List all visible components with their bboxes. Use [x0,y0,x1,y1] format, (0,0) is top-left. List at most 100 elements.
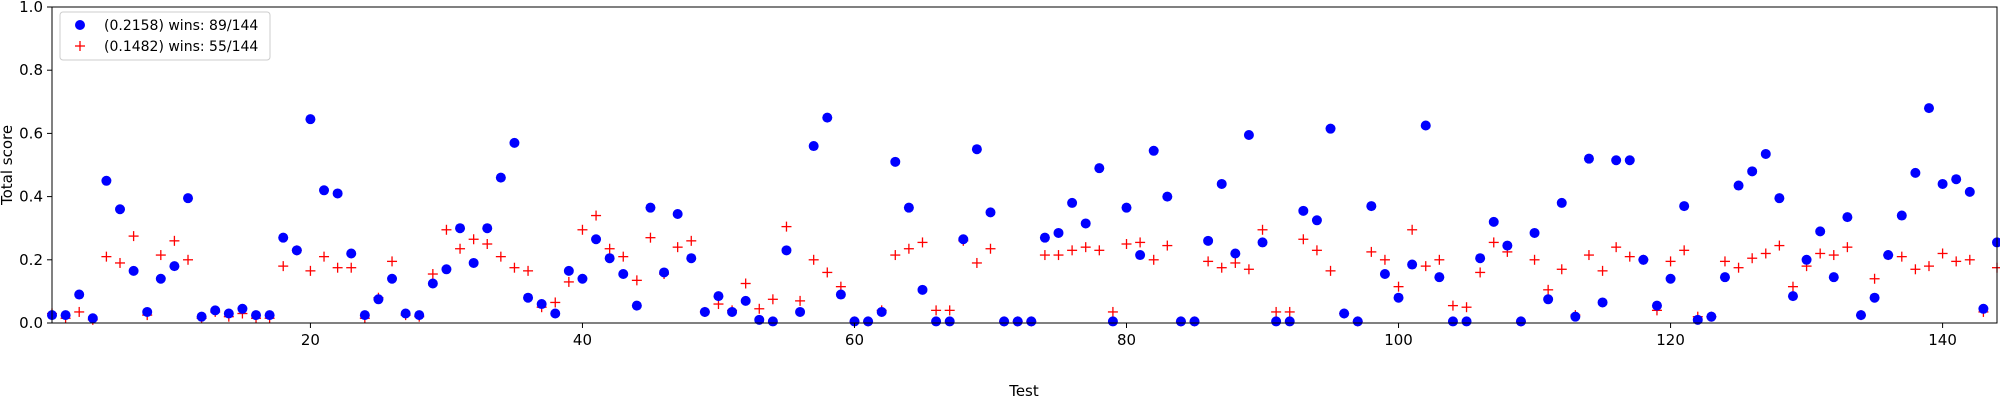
series-1-point [917,284,928,295]
series-1-point [1502,240,1513,251]
series-1-point [291,245,302,256]
series-2-point [781,221,792,232]
series-1-point [1937,178,1948,189]
series-1-point [264,310,275,321]
series-1-point [1597,297,1608,308]
series-2-point [101,251,112,262]
series-2-point [305,265,316,276]
series-2-point [1556,264,1567,275]
series-2-point [1121,239,1132,249]
series-1-point [115,204,126,215]
series-2-point [523,265,534,276]
series-1-point [1230,248,1241,259]
plot-background [52,7,1997,323]
series-2-point [1679,245,1690,256]
series-2-point [155,250,166,261]
series-2-point [1298,234,1309,245]
x-axis-label: Test [1008,382,1039,400]
series-1-point [795,306,806,317]
series-1-point [1121,202,1132,213]
series-1-point [1175,316,1186,327]
series-1-point [128,265,139,276]
series-1-point [1992,237,2000,248]
series-2-point [1611,242,1622,253]
series-1-point [1012,316,1023,327]
series-2-point [604,243,615,254]
series-1-point [87,313,98,324]
series-1-point [1284,316,1295,327]
series-2-point [1815,248,1826,259]
y-tick-label: 0.6 [19,124,43,142]
series-2-point [1747,253,1758,264]
series-1-point [1135,250,1146,261]
series-1-point [1828,272,1839,283]
series-1-point [999,316,1010,327]
series-1-point [1243,129,1254,140]
series-1-point [1298,205,1309,216]
series-2-point [754,303,765,314]
series-2-point [1230,257,1241,268]
series-2-point [985,243,996,254]
series-2-point [1284,306,1295,317]
series-2-point [822,267,833,278]
series-2-point [1039,250,1050,261]
series-2-point [427,269,438,280]
series-1-point [903,202,914,213]
x-tick-label: 100 [1384,331,1413,349]
series-1-point [101,175,112,186]
series-1-point [1583,153,1594,164]
series-1-point [1624,155,1635,166]
series-2-point [686,235,697,246]
series-1-point [468,257,479,268]
series-2-point [795,295,806,306]
series-1-point [142,306,153,317]
series-1-point [849,316,860,327]
series-1-point [1706,311,1717,322]
y-tick-label: 0.8 [19,61,43,79]
series-2-point [1311,245,1322,256]
series-1-point [781,245,792,256]
series-1-point [604,253,615,264]
series-1-point [1488,216,1499,227]
series-1-point [1815,226,1826,237]
series-2-point [1733,262,1744,273]
series-1-point [1393,292,1404,303]
y-tick-label: 0.4 [19,188,43,206]
series-1-point [1420,120,1431,131]
series-2-point [1937,248,1948,259]
series-2-point [1597,265,1608,276]
series-2-point [808,254,819,265]
series-1-point [1801,254,1812,265]
series-1-point [427,278,438,289]
series-2-point [1488,237,1499,248]
series-2-point [1393,281,1404,292]
series-2-point [482,239,493,249]
series-1-point [1352,316,1363,327]
series-1-point [1257,237,1268,248]
series-2-point [1828,250,1839,261]
series-1-point [1447,316,1458,327]
series-1-point [727,306,738,317]
series-1-point [1434,272,1445,283]
series-1-point [1719,272,1730,283]
series-2-point [944,305,955,316]
series-1-point [645,202,656,213]
series-1-point [863,316,874,327]
series-2-point [1583,250,1594,261]
series-1-point [1869,292,1880,303]
series-1-point [1271,316,1282,327]
series-2-point [903,243,914,254]
series-2-point [115,257,126,268]
series-1-point [183,193,194,204]
series-2-point [278,261,289,272]
series-1-point [251,310,262,321]
series-2-point [1325,265,1336,276]
series-1-point [455,223,466,234]
series-2-point [1094,245,1105,256]
series-1-point [577,273,588,284]
series-2-point [971,257,982,268]
series-1-point [1978,303,1989,314]
series-2-point [128,231,139,242]
series-2-point [441,224,452,235]
series-2-point [1271,306,1282,317]
